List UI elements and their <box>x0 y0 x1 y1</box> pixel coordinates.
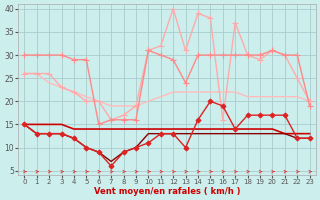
X-axis label: Vent moyen/en rafales ( km/h ): Vent moyen/en rafales ( km/h ) <box>94 187 240 196</box>
